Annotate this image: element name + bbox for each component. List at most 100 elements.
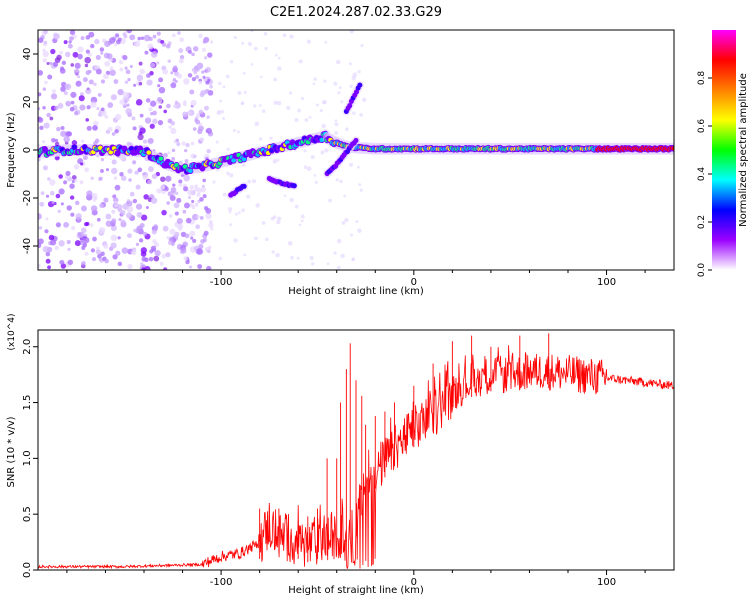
noise-point [271, 250, 275, 254]
noise-point [144, 50, 149, 55]
noise-point [184, 202, 190, 209]
noise-point [175, 138, 180, 143]
noise-point [166, 103, 171, 109]
noise-point [103, 243, 109, 249]
noise-point [290, 255, 294, 260]
noise-point [238, 211, 241, 215]
noise-point [232, 128, 236, 132]
noise-point [95, 54, 101, 61]
spectrogram-track [342, 81, 364, 116]
noise-point [113, 79, 119, 84]
noise-point [96, 217, 101, 222]
noise-point [53, 33, 60, 40]
noise-point [234, 212, 238, 216]
snr-y-tick-label: 1.0 [22, 450, 33, 466]
noise-point [126, 103, 130, 107]
noise-point [135, 99, 143, 106]
noise-point [143, 34, 151, 42]
noise-point [170, 71, 174, 75]
noise-point [359, 188, 363, 192]
noise-point [192, 46, 199, 52]
track-core-hot [187, 168, 193, 174]
noise-point [114, 129, 119, 134]
noise-point [38, 263, 41, 268]
noise-point [204, 246, 211, 253]
noise-point [309, 255, 314, 261]
noise-point [49, 116, 54, 121]
noise-point [357, 228, 362, 233]
noise-point [139, 113, 144, 118]
noise-point [314, 180, 318, 184]
noise-point [183, 186, 189, 192]
noise-point [320, 150, 325, 155]
noise-point [227, 207, 233, 212]
noise-point [40, 191, 45, 196]
noise-point [136, 225, 143, 233]
snr-y-tick-label: 0.5 [22, 506, 33, 522]
noise-point [298, 59, 303, 64]
noise-point [154, 242, 160, 248]
snr-y-tick-label: 1.5 [22, 395, 33, 411]
noise-point [334, 131, 339, 135]
noise-point [119, 99, 125, 105]
noise-point [93, 82, 97, 87]
noise-point [66, 239, 71, 245]
noise-point [79, 104, 86, 111]
noise-point [134, 40, 141, 47]
spectrogram-y-tick-label: -40 [22, 238, 33, 254]
noise-point [120, 219, 126, 225]
noise-point [142, 139, 148, 144]
noise-point [110, 242, 117, 249]
noise-point [206, 265, 212, 270]
noise-point [88, 79, 94, 85]
noise-point [166, 235, 170, 240]
noise-point [148, 107, 153, 112]
noise-point [304, 118, 309, 122]
noise-point [283, 194, 287, 197]
spectrogram-track [323, 132, 674, 155]
noise-point [111, 209, 115, 214]
noise-point [233, 238, 238, 243]
noise-point [89, 223, 94, 228]
noise-point [240, 102, 244, 106]
noise-point [56, 126, 61, 132]
noise-point [192, 238, 197, 244]
noise-point [179, 37, 184, 42]
noise-point [151, 229, 157, 235]
noise-point [105, 213, 112, 220]
noise-point [138, 238, 144, 243]
noise-point [136, 211, 143, 218]
noise-point [147, 166, 154, 172]
noise-point [58, 240, 65, 247]
noise-point [172, 183, 176, 187]
noise-point [195, 119, 201, 125]
noise-point [187, 196, 191, 200]
noise-point [168, 125, 172, 129]
noise-point [335, 178, 339, 182]
noise-point [95, 68, 102, 75]
noise-point [126, 212, 133, 219]
noise-point [84, 63, 89, 68]
noise-point [152, 118, 158, 124]
noise-point [114, 43, 118, 47]
spectrogram-noise [38, 30, 367, 270]
noise-point [63, 136, 70, 143]
noise-point [42, 58, 47, 63]
noise-point [222, 192, 227, 197]
noise-point [98, 176, 103, 181]
noise-point [218, 256, 223, 261]
noise-point [251, 179, 257, 184]
noise-point [229, 173, 234, 178]
noise-point [167, 240, 173, 246]
noise-point [149, 100, 157, 107]
noise-point [172, 104, 177, 109]
noise-point [255, 203, 260, 208]
noise-point [145, 206, 149, 210]
noise-point [117, 261, 123, 267]
noise-point [131, 116, 136, 121]
noise-point [99, 203, 104, 209]
noise-point [48, 234, 55, 241]
noise-point [92, 236, 97, 242]
noise-point [100, 169, 104, 173]
noise-point [183, 78, 190, 85]
